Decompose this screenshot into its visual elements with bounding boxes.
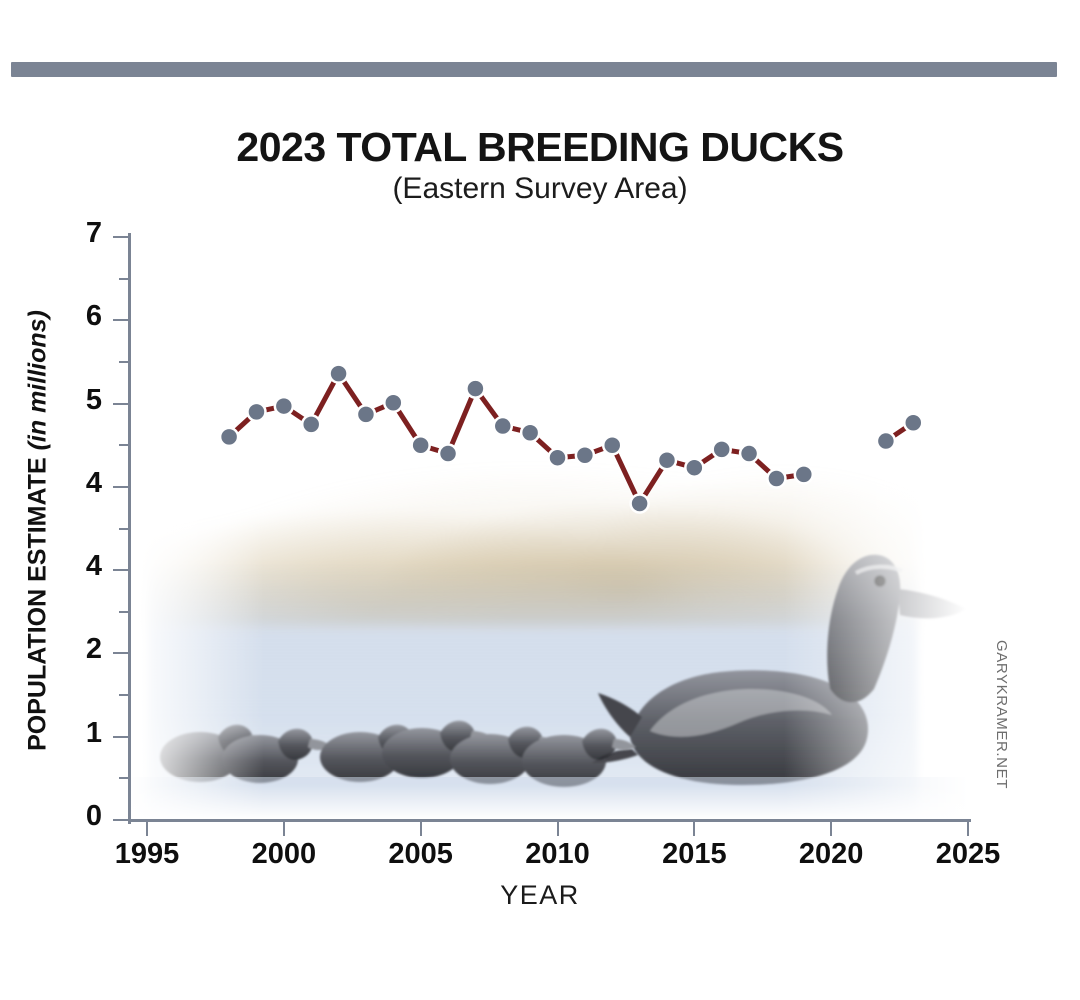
- y-tick-minor: [119, 360, 130, 363]
- y-axis-title-unit: (in millions): [23, 310, 52, 451]
- x-tick: [693, 820, 696, 836]
- y-tick-minor: [119, 694, 130, 697]
- y-tick-minor: [119, 444, 130, 447]
- y-axis-title-main: POPULATION ESTIMATE: [23, 457, 52, 751]
- y-tick-label: 0: [85, 800, 102, 832]
- y-tick-minor: [119, 527, 130, 530]
- x-axis-line: [128, 819, 971, 822]
- art-fade-bottom: [130, 785, 968, 820]
- y-tick-major: [113, 735, 130, 738]
- y-tick-major: [113, 319, 130, 322]
- y-tick-label: 4: [85, 466, 102, 499]
- y-tick-label: 4: [85, 550, 102, 583]
- art-fade-left: [130, 237, 265, 820]
- plot-background-art: [130, 237, 968, 820]
- x-tick-label: 2025: [935, 838, 1001, 870]
- duck-photo-backdrop: [130, 237, 968, 820]
- y-tick-label: 5: [85, 383, 102, 416]
- watermark-credit: GARYKRAMER.NET: [993, 640, 1010, 789]
- y-tick-major: [113, 569, 130, 572]
- y-tick-minor: [119, 277, 130, 280]
- header-rule: [11, 62, 1057, 77]
- x-axis-title: YEAR: [500, 880, 580, 910]
- x-tick: [967, 820, 969, 836]
- x-tick: [146, 820, 148, 836]
- y-tick-label: 1: [85, 716, 102, 749]
- y-tick-label: 6: [85, 300, 102, 333]
- x-tick-label: 2010: [525, 838, 590, 870]
- x-tick: [556, 820, 559, 836]
- x-tick-label: 2000: [251, 838, 317, 870]
- x-tick-label: 2015: [662, 838, 727, 870]
- y-tick-major: [113, 819, 130, 821]
- y-tick-major: [113, 485, 130, 488]
- x-tick-label: 2005: [388, 838, 453, 870]
- y-tick-label: 7: [85, 217, 102, 249]
- y-tick-major: [113, 652, 130, 655]
- chart-subtitle: (Eastern Survey Area): [392, 172, 688, 205]
- x-tick: [282, 820, 285, 836]
- y-tick-minor: [119, 610, 130, 613]
- y-tick-minor: [119, 777, 130, 780]
- x-tick-label: 2020: [798, 838, 864, 870]
- y-tick-label: 2: [85, 633, 102, 666]
- y-tick-major: [113, 236, 130, 238]
- x-tick-label: 1995: [114, 838, 180, 870]
- y-axis-title: POPULATION ESTIMATE (in millions): [24, 231, 53, 831]
- y-tick-major: [113, 402, 130, 405]
- chart-title: 2023 TOTAL BREEDING DUCKS: [236, 124, 844, 170]
- x-tick: [830, 820, 833, 836]
- x-tick: [419, 820, 422, 836]
- art-fade-right: [783, 237, 968, 820]
